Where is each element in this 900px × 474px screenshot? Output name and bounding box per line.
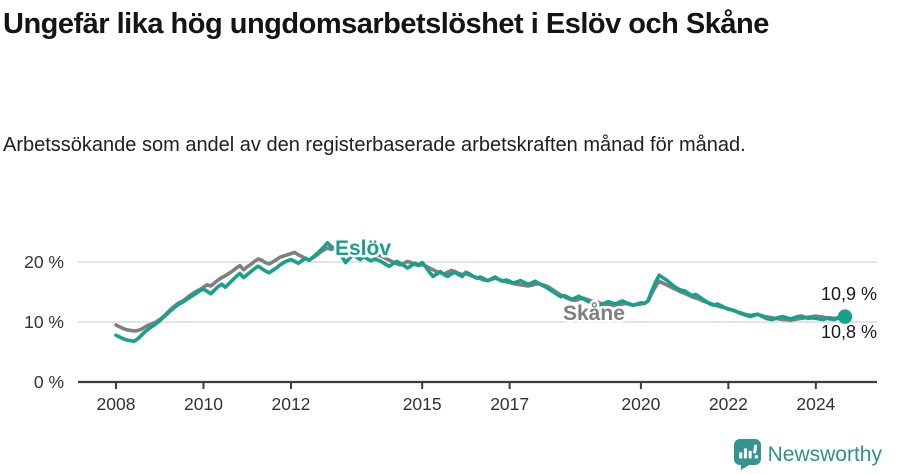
x-tick-label: 2008 [97,394,136,414]
chart-svg: 2008 2010 2012 2015 2017 2020 2022 2024 0 % 10 % 2… [24,235,877,414]
y-tick-label: 10 % [24,312,64,332]
series-label-skne: Skåne [563,302,625,325]
end-value-label: 10,9 % [821,284,877,304]
x-tick-label: 2012 [271,394,310,414]
chart-subtitle: Arbetssökande som andel av den registerb… [3,134,746,156]
y-tick-label: 20 % [24,252,64,272]
newsworthy-logo: Newsworthy [733,439,882,470]
page-title: Ungefär lika hög ungdomsarbetslöshet i E… [3,8,769,40]
logo-exclamation-dot [754,455,758,459]
x-tick-label: 2015 [403,394,442,414]
x-tick-label: 2020 [621,394,660,414]
x-tick-label: 2010 [184,394,223,414]
logo-bar-3 [748,450,752,459]
y-tick-label: 0 % [34,372,64,392]
x-tick-label: 2017 [490,394,529,414]
x-tick-label: 2024 [796,394,835,414]
series-line-eslv [114,240,847,343]
end-value-label: 10,8 % [821,322,877,342]
newsworthy-logo-icon [733,439,761,470]
series-end-dot [837,309,853,324]
logo-exclamation-stem [752,444,757,454]
chart-area: 2008 2010 2012 2015 2017 2020 2022 2024 0 % 10 % 2… [0,220,900,420]
series-label-eslv: Eslöv [335,237,391,260]
brand-name: Newsworthy [767,442,882,466]
logo-bar-2 [743,448,747,459]
logo-bar-1 [738,452,742,459]
x-tick-label: 2022 [709,394,748,414]
